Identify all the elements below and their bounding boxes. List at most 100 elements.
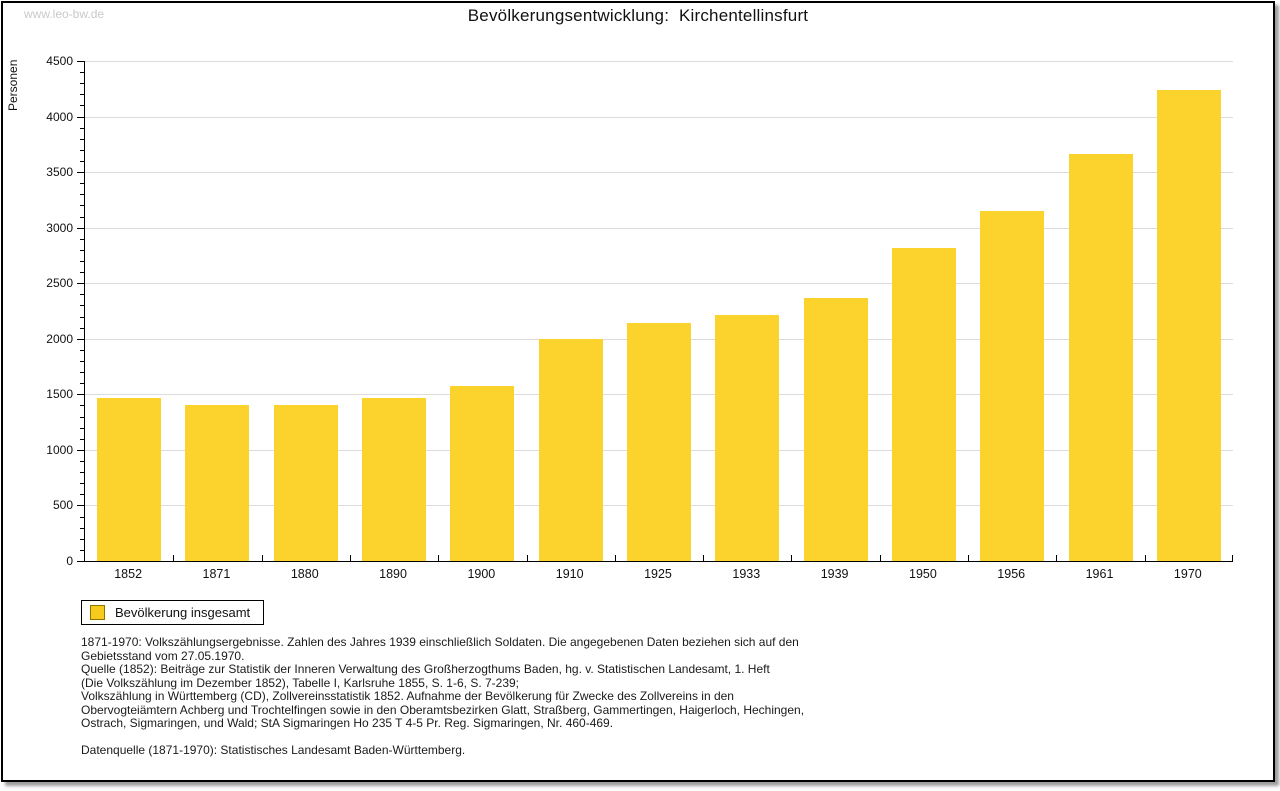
- x-tick-label: 1852: [114, 567, 143, 581]
- y-major-tick: [77, 283, 84, 285]
- y-major-tick: [77, 61, 84, 62]
- bar-1852: [97, 397, 162, 561]
- y-tick-label: 4500: [46, 54, 73, 68]
- gridline-2500: [85, 283, 1233, 285]
- x-boundary-tick: [791, 555, 793, 561]
- y-minor-tick: [80, 383, 84, 385]
- plot-area: [84, 61, 1233, 562]
- footnote-line: 1871-1970: Volkszählungsergebnisse. Zahl…: [81, 635, 799, 649]
- x-tick-label: 1925: [644, 567, 672, 581]
- x-boundary-tick: [1232, 555, 1233, 561]
- footnote-line: [81, 731, 804, 745]
- legend-swatch-icon: [90, 605, 105, 620]
- y-minor-tick: [80, 183, 84, 185]
- y-minor-tick: [80, 205, 84, 207]
- y-minor-tick: [80, 127, 84, 129]
- gridline-3000: [85, 227, 1233, 229]
- bar-1956: [980, 211, 1045, 561]
- y-major-tick: [77, 172, 84, 174]
- y-minor-tick: [80, 72, 84, 74]
- y-minor-tick: [80, 238, 84, 240]
- y-minor-tick: [80, 405, 84, 407]
- y-major-tick: [77, 394, 84, 396]
- x-boundary-tick: [349, 555, 351, 561]
- y-minor-tick: [80, 472, 84, 474]
- legend-label: Bevölkerung insgesamt: [115, 605, 251, 620]
- y-minor-tick: [80, 327, 84, 329]
- x-tick-label: 1950: [909, 567, 937, 581]
- x-boundary-tick: [1056, 555, 1058, 561]
- x-tick-label: 1939: [820, 567, 849, 581]
- x-boundary-tick: [526, 555, 528, 561]
- x-tick-label: 1933: [732, 567, 761, 581]
- x-tick-label: 1900: [467, 567, 496, 581]
- bar-1933: [715, 314, 780, 561]
- gridline-3500: [85, 172, 1233, 174]
- x-boundary-tick: [438, 555, 440, 561]
- bar-1900: [450, 386, 515, 561]
- footnote-line: Volkszählung in Württemberg (CD), Zollve…: [81, 689, 734, 703]
- footnote-line: Gebietsstand vom 27.05.1970.: [81, 648, 245, 663]
- y-minor-tick: [80, 194, 84, 196]
- y-tick-label: 2500: [46, 276, 73, 291]
- y-minor-tick: [80, 494, 84, 496]
- x-tick-label: 1910: [555, 567, 584, 581]
- y-tick-label: 0: [66, 554, 73, 568]
- footnote-line: Ostrach, Sigmaringen, und Wald; StA Sigm…: [81, 716, 614, 730]
- x-boundary-tick: [968, 555, 970, 561]
- y-axis-labels: 0 500 1000 1500 2000 2500 3000 3500 4000 4500: [11, 54, 73, 568]
- x-tick-label: 1880: [290, 567, 319, 581]
- x-tick-label: 1871: [202, 567, 231, 581]
- footnote-line: Quelle (1852): Beiträge zur Statistik de…: [81, 662, 770, 676]
- y-minor-tick: [80, 527, 84, 529]
- footnotes: 1871-1970: Volkszählungsergebnisse. Zahl…: [81, 635, 805, 758]
- y-major-tick: [77, 561, 84, 562]
- y-tick-label: 4000: [46, 109, 73, 124]
- x-boundary-tick: [173, 555, 175, 561]
- footnote-line: Obervogteiämtern Achberg und Trochtelfin…: [81, 702, 805, 717]
- y-minor-tick: [80, 138, 84, 140]
- y-minor-tick: [80, 483, 84, 485]
- y-minor-tick: [80, 216, 84, 218]
- y-minor-tick: [80, 249, 84, 251]
- y-minor-tick: [80, 349, 84, 351]
- gridline-4000: [85, 116, 1233, 118]
- bar-1970: [1156, 90, 1221, 561]
- bar-1890: [362, 397, 427, 561]
- bar-1880: [273, 405, 338, 561]
- bar-1871: [185, 404, 250, 561]
- x-boundary-tick: [879, 555, 881, 561]
- chart-title: Bevölkerungsentwicklung: Kirchentellinsf…: [467, 6, 809, 25]
- y-major-tick: [77, 449, 84, 451]
- y-minor-tick: [80, 272, 84, 274]
- y-minor-tick: [80, 461, 84, 462]
- watermark: www.leo-bw.de: [24, 7, 105, 21]
- bar-1910: [538, 338, 603, 561]
- x-boundary-tick: [1144, 555, 1146, 561]
- x-axis-labels: 1852 1871 1880 1890 1900 1910 1925 1933 1939 1950…: [84, 567, 1232, 583]
- y-minor-tick: [80, 416, 84, 418]
- x-boundary-tick: [703, 555, 705, 561]
- y-axis-ticks: [77, 61, 84, 562]
- x-boundary-tick: [261, 555, 263, 561]
- y-minor-tick: [80, 149, 84, 151]
- y-tick-label: 1000: [46, 442, 73, 457]
- y-minor-tick: [80, 316, 84, 318]
- x-tick-label: 1890: [379, 567, 407, 581]
- x-boundary-tick: [614, 555, 616, 561]
- y-tick-label: 2000: [46, 331, 73, 346]
- y-minor-tick: [80, 294, 84, 296]
- y-minor-tick: [80, 372, 84, 374]
- y-minor-tick: [80, 538, 84, 540]
- y-minor-tick: [80, 427, 84, 429]
- y-minor-tick: [80, 83, 84, 85]
- footnote-line: Datenquelle (1871-1970): Statistisches L…: [81, 743, 466, 757]
- bar-1961: [1068, 154, 1133, 561]
- y-major-tick: [77, 116, 84, 118]
- y-minor-tick: [80, 305, 84, 307]
- x-tick-label: 1956: [997, 567, 1026, 581]
- legend-box: Bevölkerung insgesamt: [81, 600, 265, 625]
- bar-1925: [627, 322, 691, 561]
- x-tick-label: 1970: [1173, 567, 1202, 581]
